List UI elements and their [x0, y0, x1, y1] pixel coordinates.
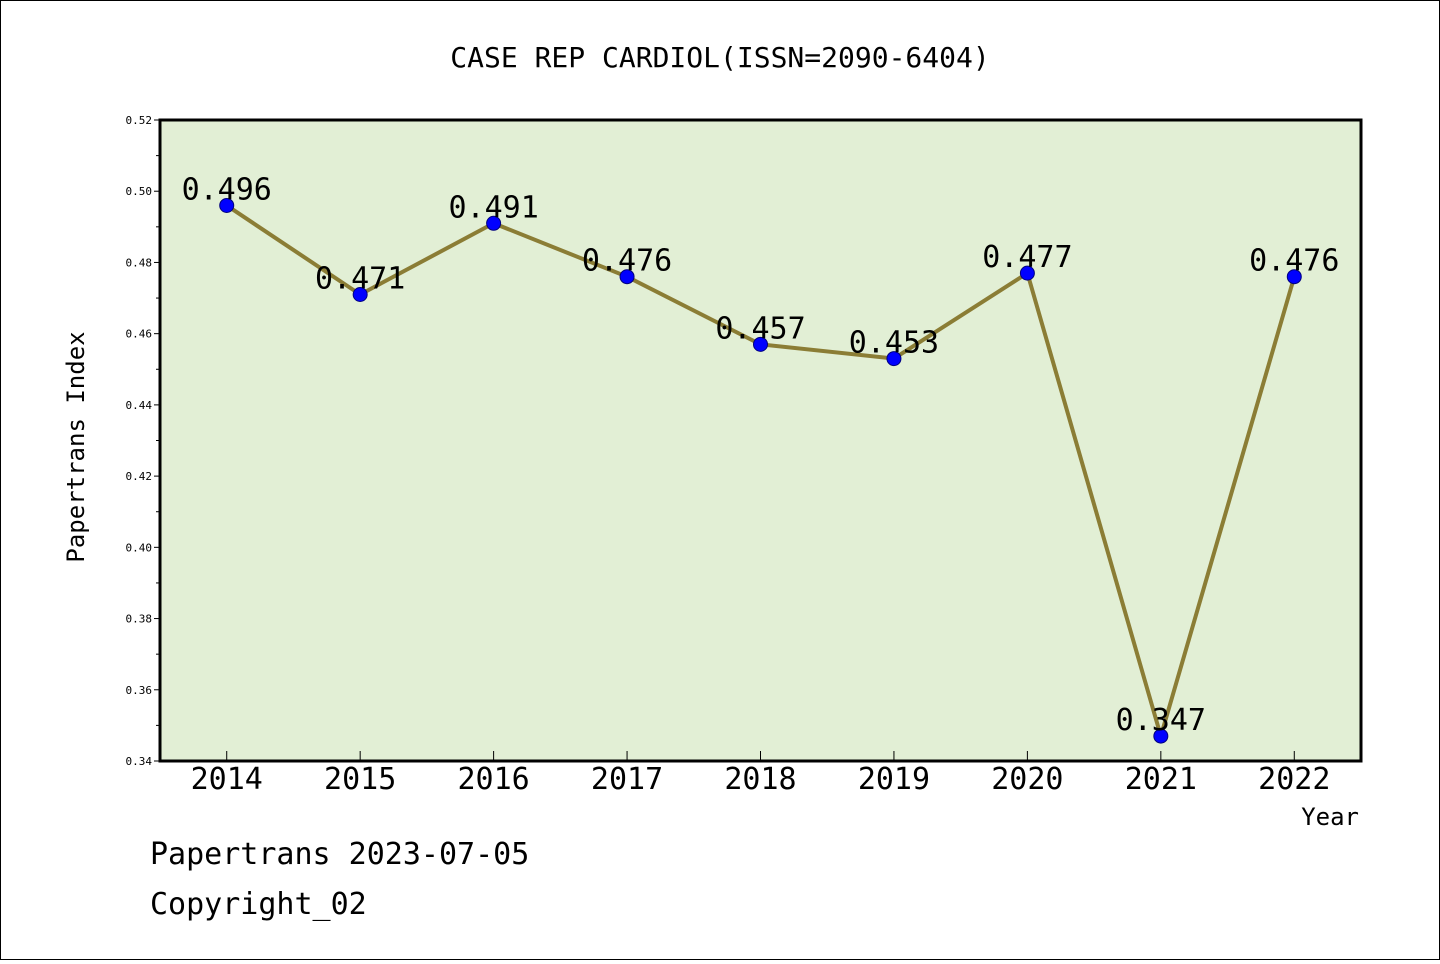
data-label: 0.496	[182, 172, 272, 207]
y-tick-label: 0.46	[126, 328, 153, 341]
data-point	[1019, 265, 1035, 281]
x-tick-label: 2020	[991, 762, 1063, 797]
y-tick-label: 0.40	[126, 541, 153, 554]
chart-title: CASE REP CARDIOL(ISSN=2090-6404)	[450, 41, 989, 74]
data-label: 0.457	[715, 311, 805, 346]
x-tick-label: 2019	[858, 762, 930, 797]
x-tick-label: 2022	[1258, 762, 1330, 797]
x-tick-label: 2017	[591, 762, 663, 797]
x-tick-label: 2016	[457, 762, 529, 797]
y-tick-label: 0.50	[126, 185, 153, 198]
y-tick-label: 0.42	[126, 470, 153, 483]
data-label: 0.491	[448, 190, 538, 225]
y-tick-label: 0.38	[126, 613, 153, 626]
data-point	[619, 269, 635, 285]
y-tick-label: 0.36	[126, 684, 153, 697]
x-tick-label: 2021	[1125, 762, 1197, 797]
data-point	[1286, 269, 1302, 285]
data-point	[1153, 728, 1169, 744]
series-layer: 0.496 0.471 0.491 0.476 0.457 0.453 0.477 0.347…	[182, 172, 1339, 744]
data-point	[352, 286, 368, 302]
y-axis-label: Papertrans Index	[62, 331, 90, 562]
data-point	[486, 215, 502, 231]
x-axis-label: Year	[1301, 803, 1359, 831]
data-point	[219, 197, 235, 213]
y-tick-label: 0.34	[126, 755, 153, 768]
data-point	[886, 351, 902, 367]
x-tick-label: 2018	[724, 762, 796, 797]
data-label: 0.347	[1116, 703, 1206, 738]
plot-frame	[158, 118, 1363, 763]
data-label: 0.471	[315, 261, 405, 296]
data-label: 0.477	[982, 240, 1072, 275]
data-label: 0.476	[1249, 244, 1339, 279]
y-tick-label: 0.44	[126, 399, 153, 412]
data-point	[753, 336, 768, 352]
plot-area	[160, 120, 1361, 761]
y-tick-label: 0.52	[126, 114, 153, 127]
data-label: 0.453	[849, 326, 939, 361]
y-tick-label: 0.48	[126, 256, 153, 269]
x-tick-label: 2014	[191, 762, 263, 797]
x-tick-label: 2015	[324, 762, 396, 797]
footer-date: Papertrans 2023-07-05	[150, 837, 529, 872]
footer-copyright: Copyright_02	[150, 887, 367, 922]
data-label: 0.476	[582, 244, 672, 279]
x-axis-ticks: 2014 2015 2016 2017 2018 2019 2020 2021 2022	[191, 751, 1330, 797]
